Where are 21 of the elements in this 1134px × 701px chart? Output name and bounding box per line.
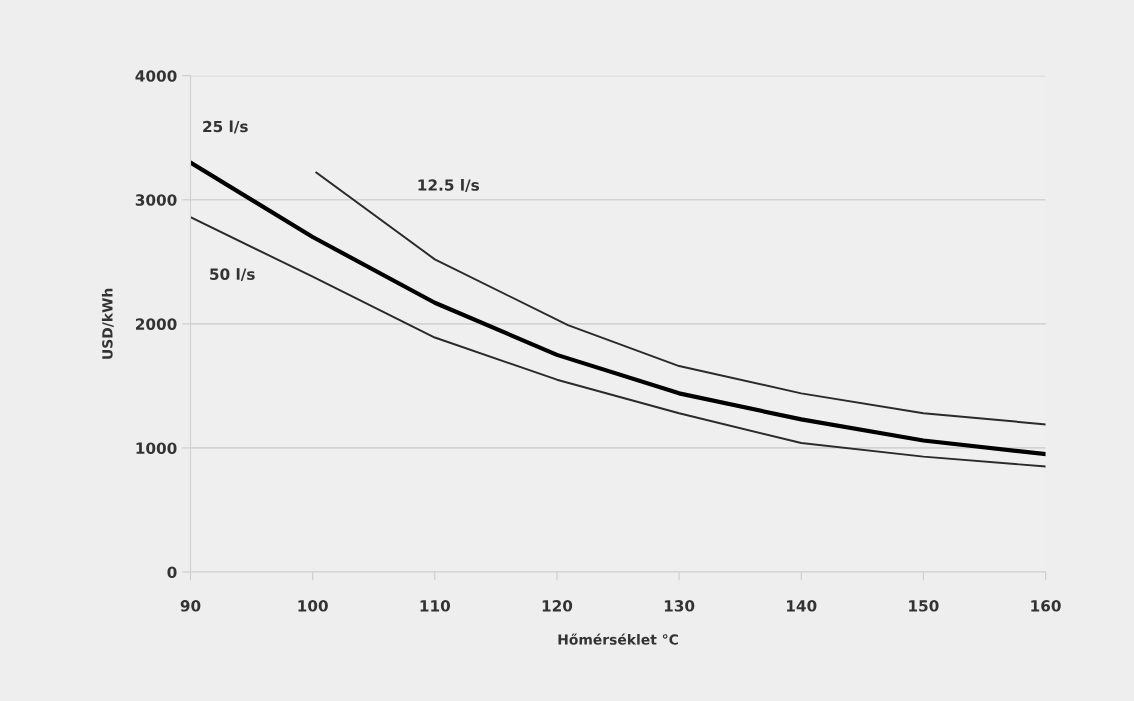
y-tick-label: 2000	[136, 318, 177, 330]
x-tick-label: 120	[542, 600, 573, 612]
x-tick-label: 130	[664, 600, 695, 612]
text: 25 l/s	[203, 120, 248, 134]
line-series	[190, 216, 1046, 468]
x-tick-label: 100	[298, 600, 328, 612]
x-tick-label: 140	[787, 600, 817, 612]
x-tick-label: 150	[909, 600, 939, 612]
line-series	[315, 171, 1046, 426]
x-axis-title: Hőmérséklet °C	[558, 633, 678, 645]
line-series	[190, 160, 1046, 457]
x-tick-label: 160	[1031, 600, 1061, 612]
series-label: 50 l/s	[210, 268, 255, 282]
y-tick-label: 4000	[135, 70, 177, 82]
x-tick-label: 90	[180, 600, 201, 612]
x-tick-label: 110	[420, 600, 451, 612]
y-axis-title: USD/kWh	[101, 288, 114, 359]
y-tick-label: 0	[167, 566, 177, 579]
y-tick-label: 3000	[135, 194, 177, 206]
text: 12.5 l/s	[418, 178, 480, 193]
y-tick-label: 1000	[136, 442, 177, 454]
